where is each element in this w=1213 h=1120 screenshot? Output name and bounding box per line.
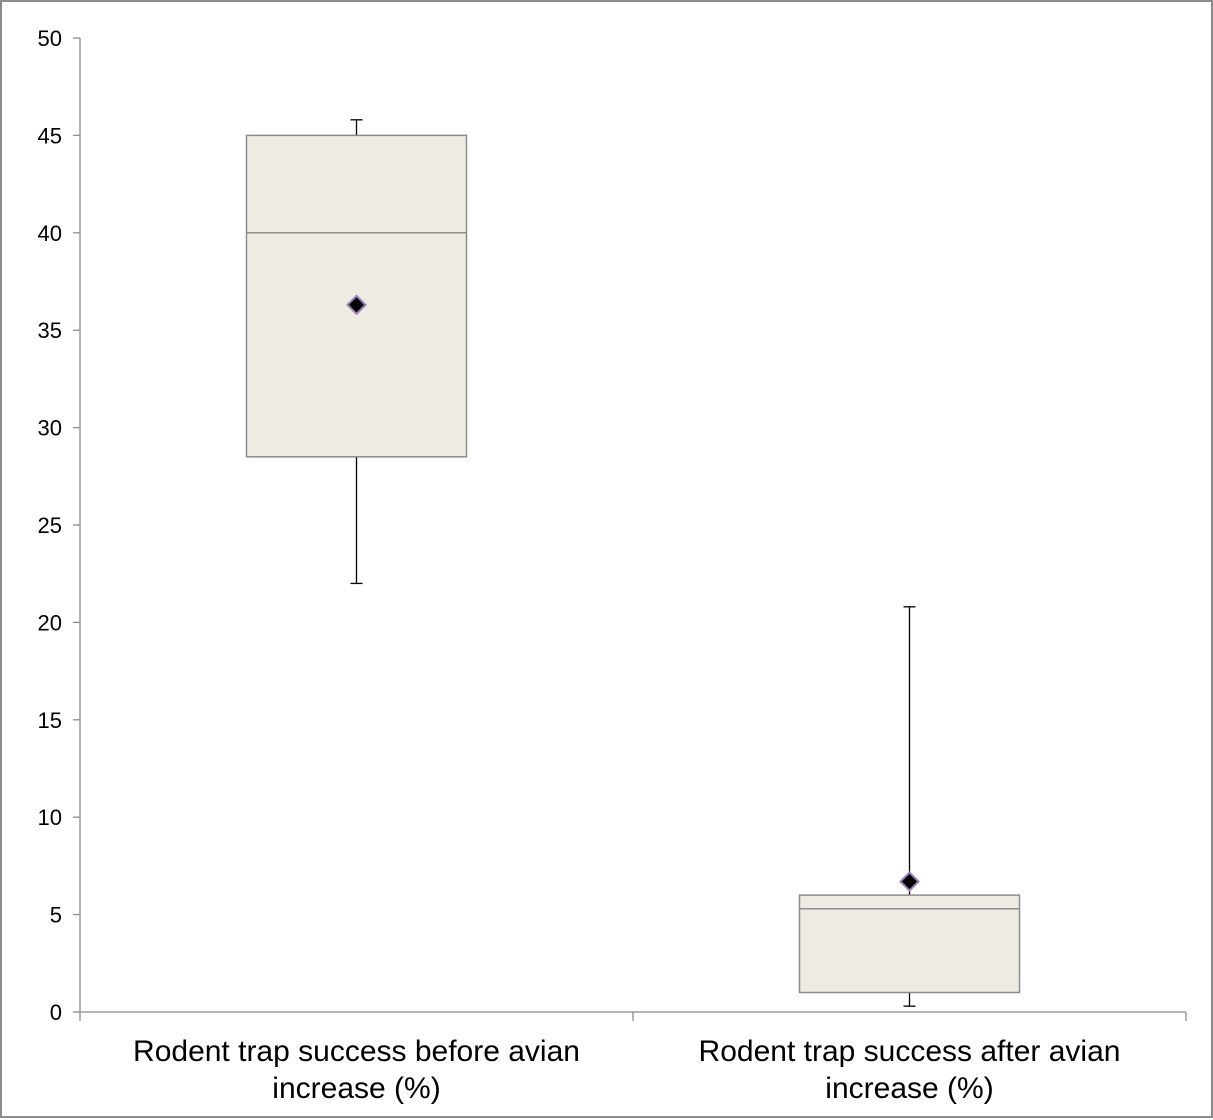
box-group-2 xyxy=(798,606,1021,1007)
y-tick-label: 50 xyxy=(38,26,62,51)
y-tick-label: 30 xyxy=(38,416,62,441)
category-label-line: increase (%) xyxy=(825,1072,993,1105)
y-tick-label: 15 xyxy=(38,708,62,733)
y-tick-label: 45 xyxy=(38,123,62,148)
mean-marker xyxy=(346,294,367,316)
mean-marker xyxy=(899,871,920,892)
y-tick-label: 10 xyxy=(38,805,62,830)
category-label-line: Rodent trap success after avian xyxy=(699,1035,1121,1068)
y-tick-label: 35 xyxy=(38,318,62,343)
box-iqr xyxy=(798,894,1021,994)
y-tick-label: 20 xyxy=(38,610,62,635)
axes: 0 5 10 15 20 25 30 35 40 45 50 xyxy=(38,26,1187,1025)
category-label-line: Rodent trap success before avian xyxy=(133,1035,580,1068)
y-tick-label: 5 xyxy=(50,903,62,928)
box-plot-series xyxy=(245,119,1021,1007)
y-tick-label: 0 xyxy=(50,1000,62,1025)
category-labels: Rodent trap success before avian increase… xyxy=(133,1035,1120,1105)
y-tick-label: 40 xyxy=(38,221,62,246)
y-tick-label: 25 xyxy=(38,513,62,538)
box-group-1 xyxy=(245,119,468,585)
category-label-line: increase (%) xyxy=(272,1072,440,1105)
